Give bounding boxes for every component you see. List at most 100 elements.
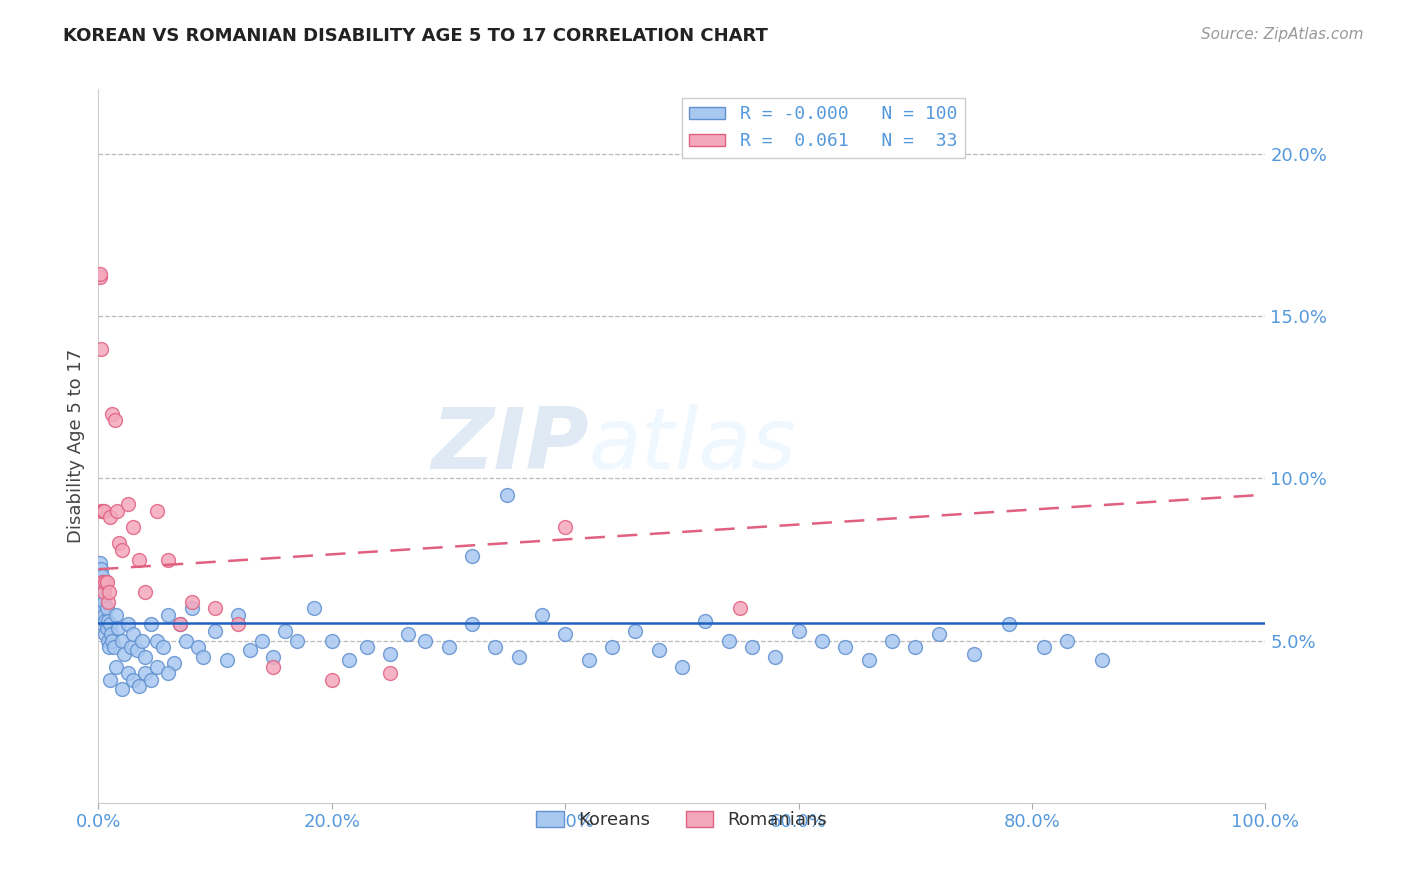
Point [180,601,202,615]
Point [89,556,111,570]
Text: Source: ZipAtlas.com: Source: ZipAtlas.com [1201,27,1364,42]
Point [228,607,250,622]
Point [152,640,174,654]
Point [578,653,600,667]
Point [111,542,134,557]
Point [93,582,115,596]
Point [91,617,114,632]
Point [554,520,576,534]
Point [122,627,145,641]
Point [204,601,226,615]
Point [128,679,150,693]
Point [117,617,139,632]
Point [146,633,169,648]
Point [96,601,118,615]
Point [1056,633,1078,648]
Point [111,682,134,697]
Point [98,510,121,524]
Point [157,666,180,681]
Y-axis label: Disability Age 5 to 17: Disability Age 5 to 17 [66,349,84,543]
Point [228,617,250,632]
Point [396,627,419,641]
Point [89,267,111,281]
Point [90,585,112,599]
Point [97,640,120,654]
Point [174,633,197,648]
Point [834,640,856,654]
Point [97,585,120,599]
Point [90,568,112,582]
Point [104,413,127,427]
Point [169,617,191,632]
Point [321,673,343,687]
Point [93,607,115,622]
Point [91,504,114,518]
Point [100,627,122,641]
Point [413,633,436,648]
Point [461,617,484,632]
Point [484,640,506,654]
Point [131,633,153,648]
Point [134,666,156,681]
Point [93,595,115,609]
Point [89,270,111,285]
Point [647,643,669,657]
Point [90,607,112,622]
Point [94,627,117,641]
Point [250,633,273,648]
Point [89,575,111,590]
Text: KOREAN VS ROMANIAN DISABILITY AGE 5 TO 17 CORRELATION CHART: KOREAN VS ROMANIAN DISABILITY AGE 5 TO 1… [63,27,768,45]
Point [554,627,576,641]
Point [997,617,1019,632]
Point [239,643,262,657]
Point [1032,640,1054,654]
Point [97,633,120,648]
Point [90,575,112,590]
Point [928,627,950,641]
Point [97,614,120,628]
Point [120,640,142,654]
Point [93,585,115,599]
Point [671,659,693,673]
Text: atlas: atlas [589,404,797,488]
Point [122,673,145,687]
Point [600,640,623,654]
Point [1091,653,1114,667]
Point [101,407,124,421]
Text: ZIP: ZIP [430,404,589,488]
Point [508,649,530,664]
Point [90,504,112,518]
Point [717,633,740,648]
Point [274,624,297,638]
Point [104,607,127,622]
Point [125,643,148,657]
Point [337,653,360,667]
Point [103,640,125,654]
Point [157,607,180,622]
Point [380,647,402,661]
Point [304,601,326,615]
Point [104,659,127,673]
Point [101,633,124,648]
Point [93,504,115,518]
Point [96,621,118,635]
Point [139,617,162,632]
Point [90,342,112,356]
Point [787,624,810,638]
Point [107,621,129,635]
Point [763,649,786,664]
Point [134,585,156,599]
Point [98,617,121,632]
Point [134,649,156,664]
Point [730,601,752,615]
Point [741,640,763,654]
Point [496,488,519,502]
Point [437,640,460,654]
Point [262,649,284,664]
Point [262,659,284,673]
Point [90,588,112,602]
Point [695,614,717,628]
Point [94,614,117,628]
Point [193,649,215,664]
Point [624,624,647,638]
